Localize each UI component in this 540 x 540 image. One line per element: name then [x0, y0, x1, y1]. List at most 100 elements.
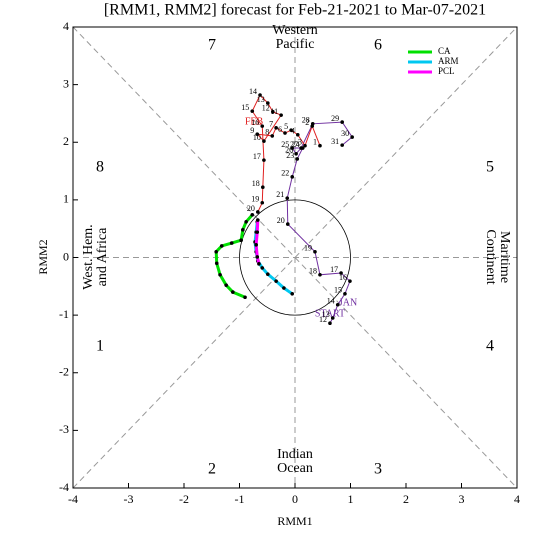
forecast-point — [290, 292, 295, 296]
day-label: 2 — [305, 118, 309, 127]
day-label: 15 — [334, 286, 342, 295]
observed-point — [290, 146, 295, 150]
observed-point — [260, 200, 265, 205]
forecast-point — [282, 286, 286, 290]
day-label: 8 — [265, 128, 269, 137]
x-tick-label: -4 — [68, 492, 78, 506]
region-label: Indian — [277, 447, 313, 462]
observed-point — [330, 316, 335, 320]
observed-point — [348, 279, 352, 283]
day-label: 30 — [341, 129, 349, 138]
day-label: 15 — [241, 103, 249, 112]
region-label: and Africa — [95, 227, 110, 286]
observed-point — [262, 158, 266, 162]
forecast-point — [255, 255, 260, 259]
forecast-point — [254, 243, 258, 247]
phase-label: 8 — [96, 159, 104, 176]
phase-label: 4 — [486, 338, 494, 355]
observed-point — [303, 143, 307, 148]
observed-point — [256, 210, 260, 214]
observed-point — [350, 135, 354, 139]
day-label: 24 — [292, 140, 300, 149]
y-tick-label: -1 — [59, 307, 69, 321]
x-tick-label: 4 — [514, 492, 520, 506]
day-label: 29 — [331, 114, 339, 123]
observed-point — [299, 146, 303, 150]
day-label: 20 — [247, 204, 255, 213]
day-label: 13 — [257, 95, 265, 104]
observed-point — [295, 157, 300, 161]
observed-point — [343, 292, 347, 296]
day-label: 4 — [291, 127, 295, 136]
day-label: 31 — [331, 137, 339, 146]
legend-label: PCL — [438, 66, 455, 76]
day-label: 16 — [339, 273, 347, 282]
y-tick-label: -2 — [59, 365, 69, 379]
phase-label: 5 — [486, 159, 494, 176]
phase-label: 2 — [208, 461, 216, 478]
annotation: START — [315, 308, 345, 319]
day-label: 6 — [278, 125, 282, 134]
observed-point — [339, 271, 343, 275]
y-axis-label: RMM2 — [36, 239, 50, 274]
day-label: 14 — [249, 87, 257, 96]
observed-point — [318, 272, 322, 277]
forecast-point — [214, 261, 219, 266]
observed-point — [310, 124, 315, 128]
forecast-point — [243, 295, 247, 300]
region-label: Maritime — [497, 231, 512, 283]
observed-point — [295, 132, 300, 137]
x-tick-label: -3 — [124, 492, 134, 506]
day-label: 18 — [309, 267, 317, 276]
chart-title: [RMM1, RMM2] forecast for Feb-21-2021 to… — [104, 2, 486, 19]
forecast-point — [214, 249, 218, 254]
day-label: 20 — [277, 216, 285, 225]
day-label: 12 — [262, 104, 270, 113]
observed-point — [340, 143, 344, 147]
y-tick-label: 1 — [63, 192, 69, 206]
forecast-point — [244, 219, 248, 224]
day-label: 16 — [251, 118, 259, 127]
day-label: 14 — [327, 297, 335, 306]
observed-line — [286, 121, 353, 324]
day-label: 25 — [281, 140, 289, 149]
day-label: 3 — [298, 138, 302, 147]
x-tick-label: -1 — [235, 492, 245, 506]
forecast-point — [231, 290, 235, 294]
observed-point — [279, 113, 283, 117]
forecast-point — [260, 266, 265, 270]
forecast-point — [256, 218, 260, 222]
observed-point — [270, 134, 275, 138]
forecast-point — [239, 238, 243, 243]
forecast-point — [224, 283, 228, 287]
annotation: FEB — [245, 116, 264, 127]
observed-point — [328, 321, 332, 325]
forecast-point — [241, 228, 245, 232]
observed-point — [318, 143, 322, 148]
observed-point — [261, 185, 265, 189]
day-label: 28 — [302, 116, 310, 125]
day-label: 12 — [319, 315, 327, 324]
day-label: 23 — [286, 151, 294, 160]
day-label: 17 — [330, 265, 338, 274]
day-label: 19 — [304, 244, 312, 253]
observed-point — [260, 124, 265, 128]
forecast-point — [250, 213, 255, 217]
day-label: 26 — [285, 146, 293, 155]
forecast-point — [218, 272, 222, 277]
forecast-point — [255, 230, 260, 234]
observed-point — [258, 93, 262, 97]
forecast-point — [274, 279, 278, 283]
forecast-point — [229, 241, 234, 245]
observed-point — [285, 222, 290, 226]
y-tick-label: 4 — [63, 19, 69, 33]
y-tick-label: 0 — [63, 249, 69, 263]
annotation: JAN — [339, 297, 357, 308]
day-label: 13 — [322, 310, 330, 319]
day-label: 22 — [281, 169, 289, 178]
observed-point — [274, 126, 278, 130]
y-tick-label: -4 — [59, 480, 69, 494]
observed-point — [289, 128, 293, 132]
phase-label: 1 — [96, 338, 104, 355]
